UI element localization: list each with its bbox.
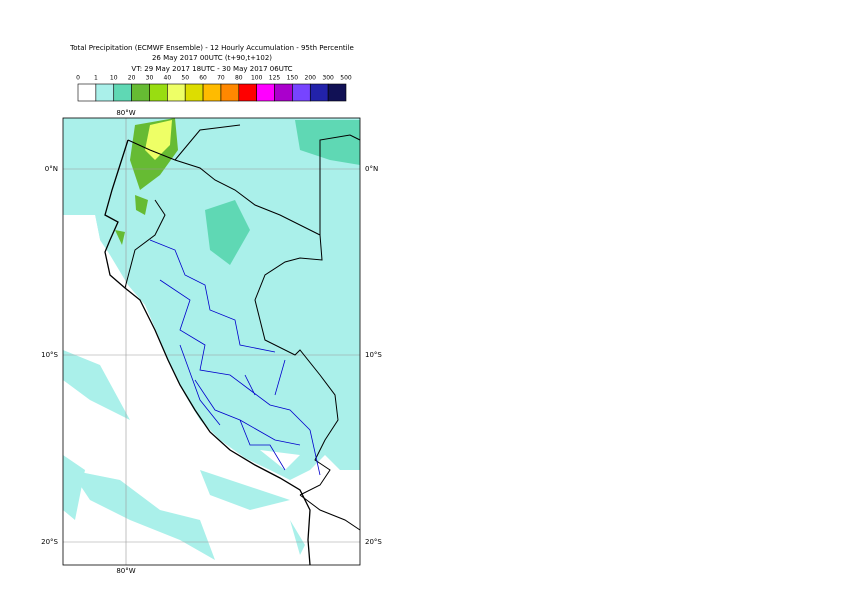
map-frame: [62, 117, 361, 566]
legend-swatch: [95, 83, 115, 102]
legend-label: 125: [269, 75, 281, 82]
legend-label: 1: [94, 75, 98, 82]
legend-label: 200: [305, 75, 317, 82]
dry-area: [63, 215, 100, 240]
dry-area: [260, 450, 300, 470]
legend-swatch: [167, 83, 186, 102]
lat-label: 0°N: [45, 165, 58, 173]
legend-label: 300: [322, 75, 334, 82]
legend-swatch: [131, 83, 150, 102]
legend-label: 150: [287, 75, 299, 82]
valid-time: VT: 29 May 2017 18UTC - 30 May 2017 06UT…: [131, 65, 292, 73]
legend-swatch: [149, 83, 168, 102]
lat-label: 20°S: [41, 538, 58, 546]
legend-label: 500: [340, 75, 352, 82]
lat-label: 20°S: [365, 538, 382, 546]
heavy-precip: [205, 120, 360, 265]
legend-label: 50: [181, 75, 189, 82]
graticule: [63, 118, 360, 565]
legend-label: 100: [251, 75, 263, 82]
lat-label: 10°S: [365, 351, 382, 359]
legend-label: 20: [128, 75, 136, 82]
region-border: [149, 239, 321, 476]
legend-label: 0: [76, 75, 80, 82]
legend-label: 80: [235, 75, 243, 82]
title: Total Precipitation (ECMWF Ensemble) - 1…: [69, 44, 354, 52]
legend-swatch: [202, 83, 222, 102]
legend-swatch: [274, 83, 293, 102]
country-border: [124, 124, 361, 531]
legend-swatch: [220, 83, 240, 102]
legend-swatch: [256, 83, 275, 102]
legend-label: 70: [217, 75, 225, 82]
legend-swatch: [77, 83, 97, 102]
peak-precip: [145, 120, 172, 160]
legend: 0 1 10 20 30 40 50 60 70 80 100 125 150 200 300 500: [76, 75, 352, 102]
ocean-precip: [63, 350, 360, 560]
legend-label: 10: [110, 75, 118, 82]
legend-swatch: [327, 83, 347, 102]
coastline: [104, 139, 311, 566]
legend-label: 40: [164, 75, 172, 82]
legend-swatch: [309, 83, 329, 102]
map: 80°W 80°W 0°N 0°N 10°S 10°S 20°S 20°S: [41, 109, 382, 575]
legend-swatch: [292, 83, 311, 102]
legend-swatch: [184, 83, 204, 102]
legend-swatch: [238, 83, 257, 102]
legend-swatch: [113, 83, 132, 102]
lon-label: 80°W: [116, 109, 135, 117]
lat-label: 0°N: [365, 165, 378, 173]
legend-label: 60: [199, 75, 207, 82]
lat-label: 10°S: [41, 351, 58, 359]
legend-label: 30: [146, 75, 154, 82]
subtitle: 26 May 2017 00UTC (t+90,t+102): [152, 54, 272, 62]
lon-label: 80°W: [116, 567, 135, 575]
